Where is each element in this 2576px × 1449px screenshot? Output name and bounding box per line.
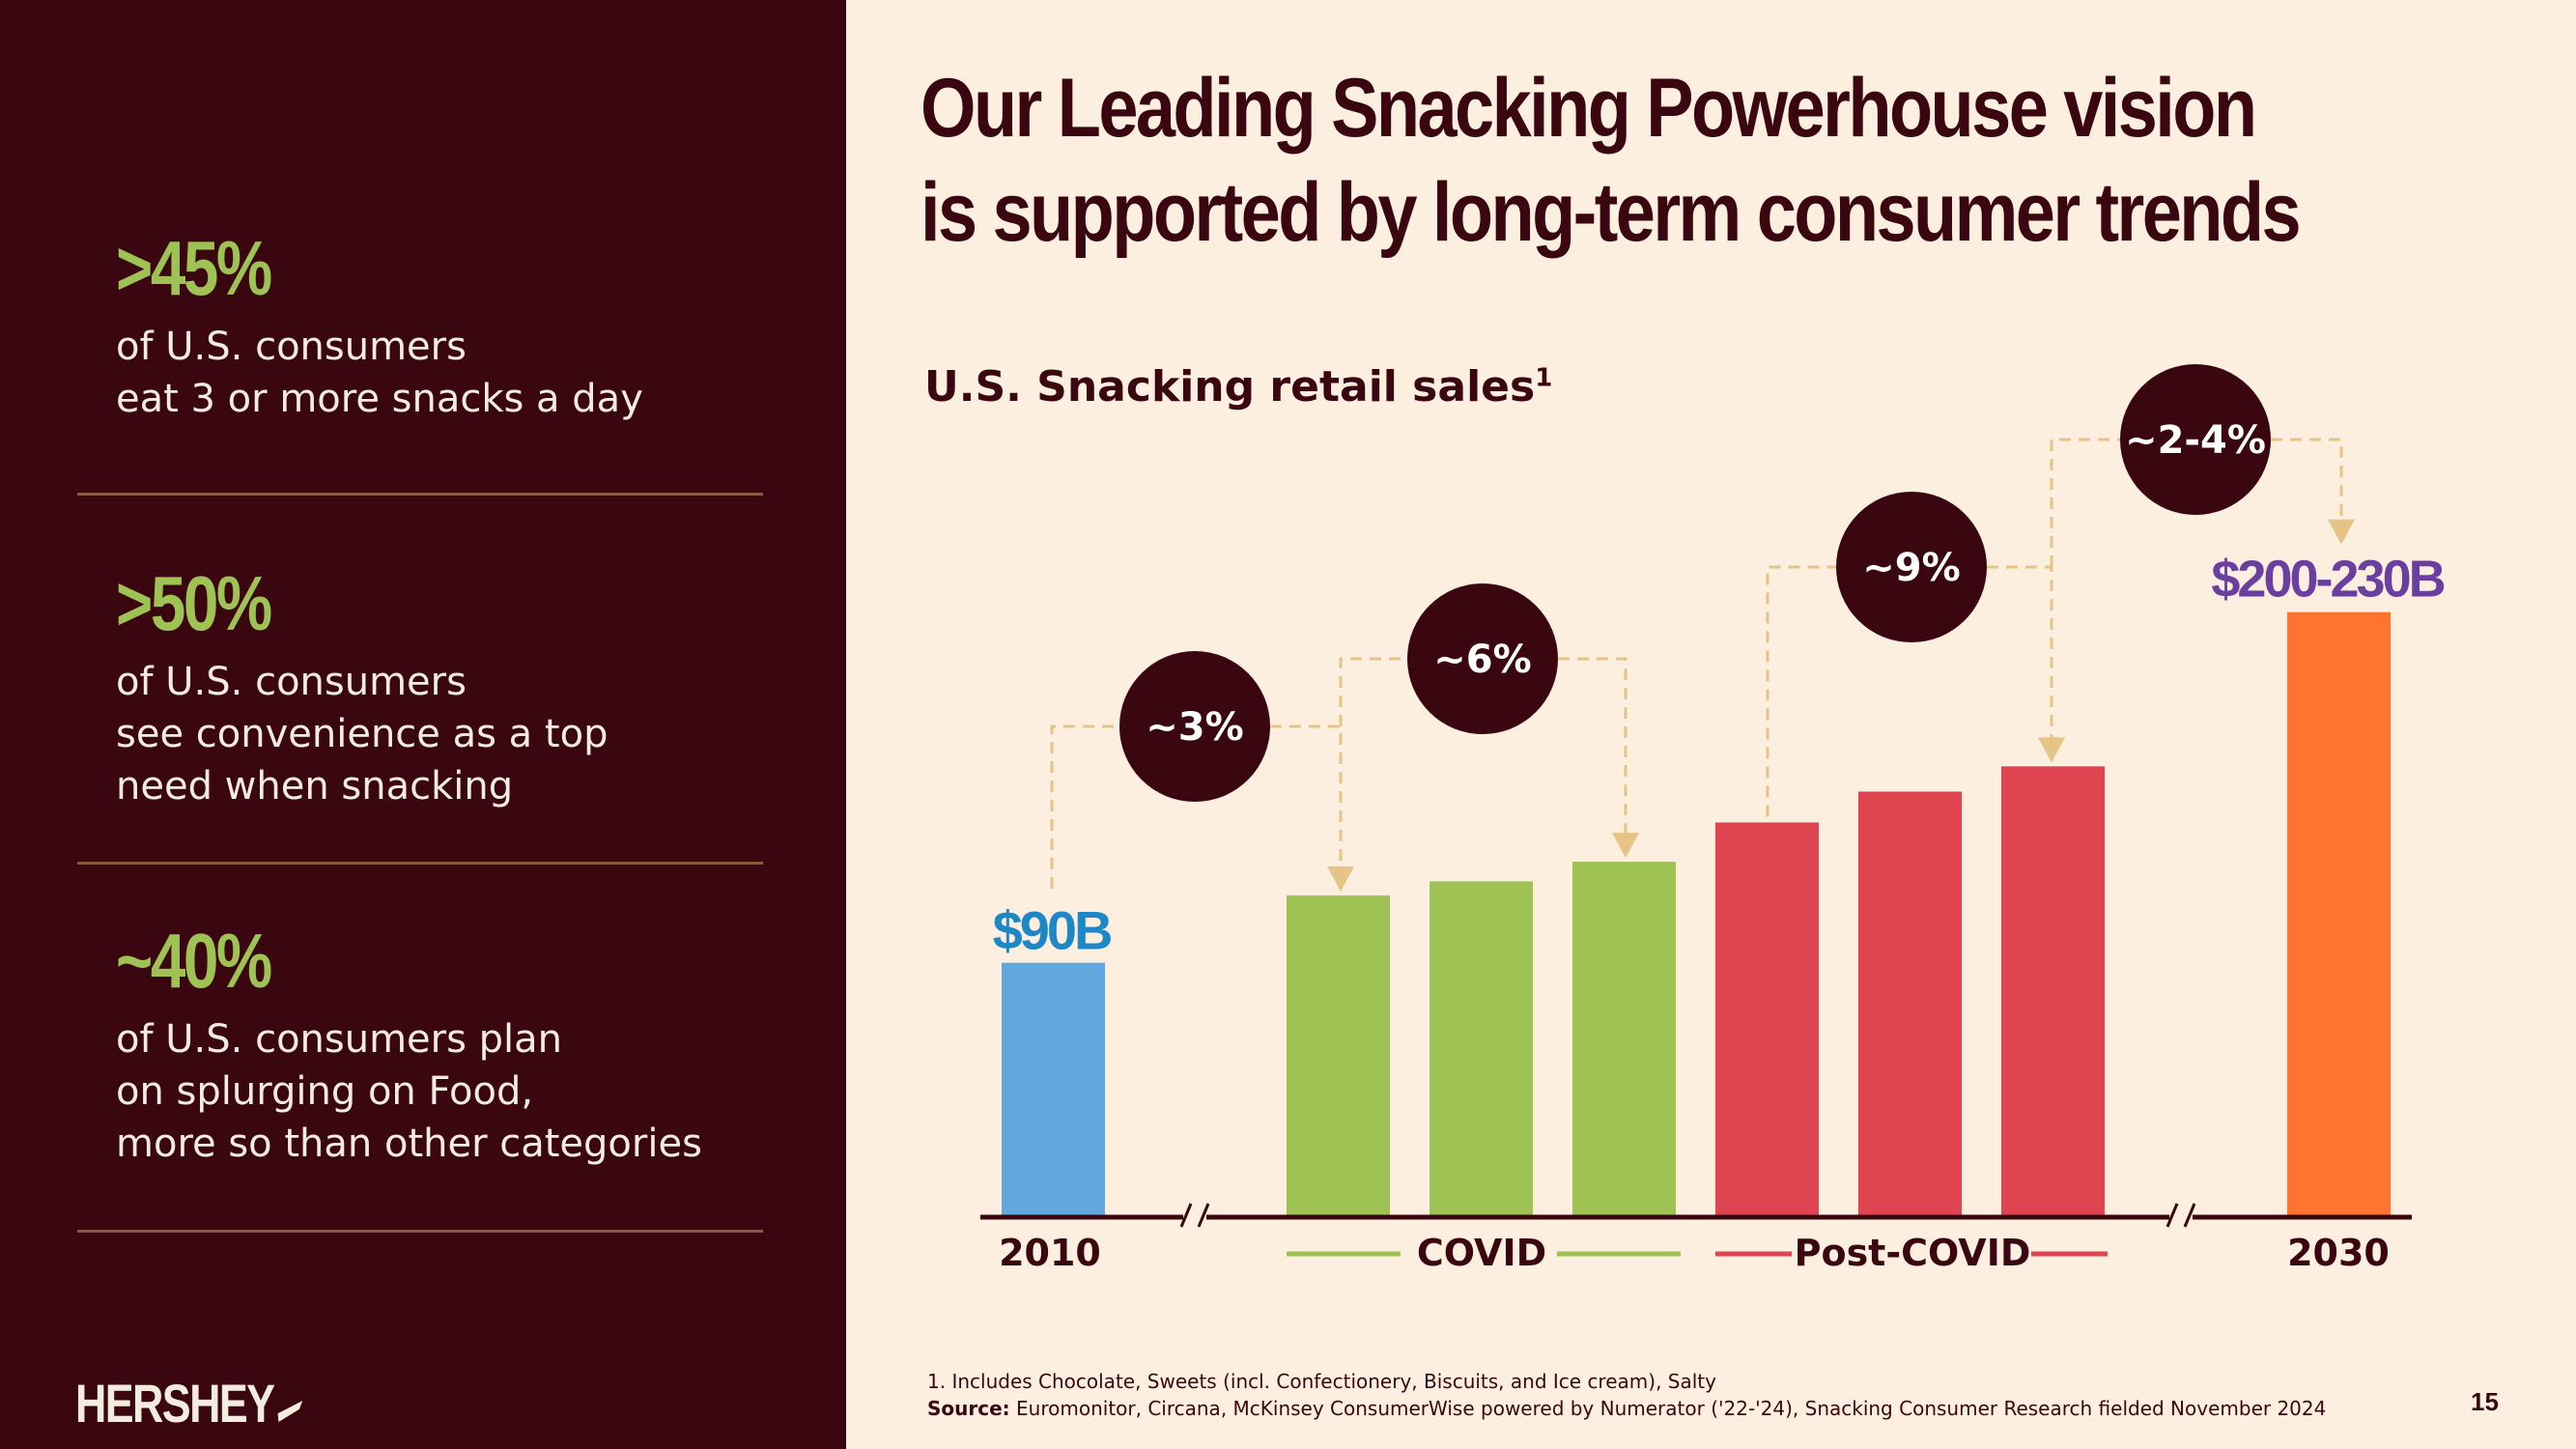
divider xyxy=(77,493,763,496)
source-text: Euromonitor, Circana, McKinsey ConsumerW… xyxy=(1009,1397,2327,1420)
stats-sidebar: >45% of U.S. consumers eat 3 or more sna… xyxy=(0,0,846,1449)
stat-value: ~40% xyxy=(116,918,272,1004)
footnote: 1. Includes Chocolate, Sweets (incl. Con… xyxy=(927,1368,2326,1422)
stat-description: of U.S. consumers see convenience as a t… xyxy=(116,656,811,812)
stat-snacks-per-day: >45% of U.S. consumers eat 3 or more sna… xyxy=(116,230,811,425)
bar-post-covid xyxy=(1858,791,1962,1215)
bar-covid xyxy=(1430,881,1533,1215)
stat-convenience: >50% of U.S. consumers see convenience a… xyxy=(116,565,811,812)
growth-rate-circle xyxy=(1407,583,1558,734)
bar-2030 xyxy=(2287,611,2391,1215)
growth-rate-circle xyxy=(1836,492,1987,642)
data-label-2010: $90B xyxy=(993,900,1111,961)
axis-break-mark xyxy=(2183,1203,2196,1228)
stat-line: more so than other categories xyxy=(116,1122,702,1166)
x-tick-label: COVID xyxy=(1417,1232,1546,1274)
stat-line: see convenience as a top xyxy=(116,712,609,756)
footnote-ref: 1 xyxy=(1535,363,1553,393)
source-label: Source: xyxy=(927,1397,1010,1420)
x-tick-label: 2010 xyxy=(999,1232,1101,1274)
divider xyxy=(77,862,763,865)
growth-rate-label: ~9% xyxy=(1862,546,1960,590)
stat-line: on splurging on Food, xyxy=(116,1069,534,1114)
growth-connector xyxy=(1339,657,1628,834)
stat-value: >45% xyxy=(116,225,272,311)
growth-arrow xyxy=(1612,833,1639,859)
growth-rate-circle xyxy=(2120,364,2271,515)
bar-2010 xyxy=(1002,962,1105,1215)
stat-line: of U.S. consumers xyxy=(116,660,467,704)
footnote-source: Source: Euromonitor, Circana, McKinsey C… xyxy=(927,1395,2326,1422)
axis-break-mark xyxy=(2166,1203,2179,1228)
stat-value: >50% xyxy=(116,560,272,646)
divider xyxy=(77,1230,763,1233)
bar-post-covid xyxy=(2001,766,2105,1215)
page-title: Our Leading Snacking Powerhouse vision i… xyxy=(920,56,2302,265)
title-line: is supported by long-term consumer trend… xyxy=(920,166,2302,259)
stat-line: eat 3 or more snacks a day xyxy=(116,377,643,421)
growth-connector xyxy=(1050,724,1343,889)
stat-line: need when snacking xyxy=(116,764,514,809)
stat-description: of U.S. consumers plan on splurging on F… xyxy=(116,1013,811,1170)
stat-description: of U.S. consumers eat 3 or more snacks a… xyxy=(116,321,811,425)
growth-arrow xyxy=(2038,737,2065,763)
x-tick-label: Post-COVID xyxy=(1795,1232,2031,1274)
bar-covid xyxy=(1287,895,1390,1215)
title-line: Our Leading Snacking Powerhouse vision xyxy=(920,62,2257,155)
growth-arrow xyxy=(2328,519,2355,545)
bar-post-covid xyxy=(1715,822,1819,1215)
stat-line: of U.S. consumers xyxy=(116,325,467,369)
bar-covid xyxy=(1572,862,1676,1215)
hershey-logo: HERSHEY xyxy=(75,1372,298,1435)
footnote-note: 1. Includes Chocolate, Sweets (incl. Con… xyxy=(927,1370,1716,1393)
growth-rate-label: ~2-4% xyxy=(2125,418,2266,463)
growth-rate-label: ~3% xyxy=(1146,705,1243,750)
subtitle-text: U.S. Snacking retail sales xyxy=(924,362,1536,412)
growth-rate-label: ~6% xyxy=(1433,638,1531,682)
stat-splurging: ~40% of U.S. consumers plan on splurging… xyxy=(116,923,811,1170)
growth-rate-circle xyxy=(1119,651,1270,802)
growth-connector xyxy=(2050,438,2343,567)
page-number: 15 xyxy=(2471,1387,2499,1416)
data-label-2030: $200-230B xyxy=(2211,551,2444,609)
axis-break-mark xyxy=(1197,1203,1210,1228)
x-tick-label: 2030 xyxy=(2287,1232,2390,1274)
chart-subtitle: U.S. Snacking retail sales1 xyxy=(924,362,1552,412)
stat-line: of U.S. consumers plan xyxy=(116,1017,563,1062)
logo-text: HERSHEY xyxy=(75,1373,275,1434)
axis-break-mark xyxy=(1179,1203,1193,1228)
growth-arrow xyxy=(1327,866,1354,892)
